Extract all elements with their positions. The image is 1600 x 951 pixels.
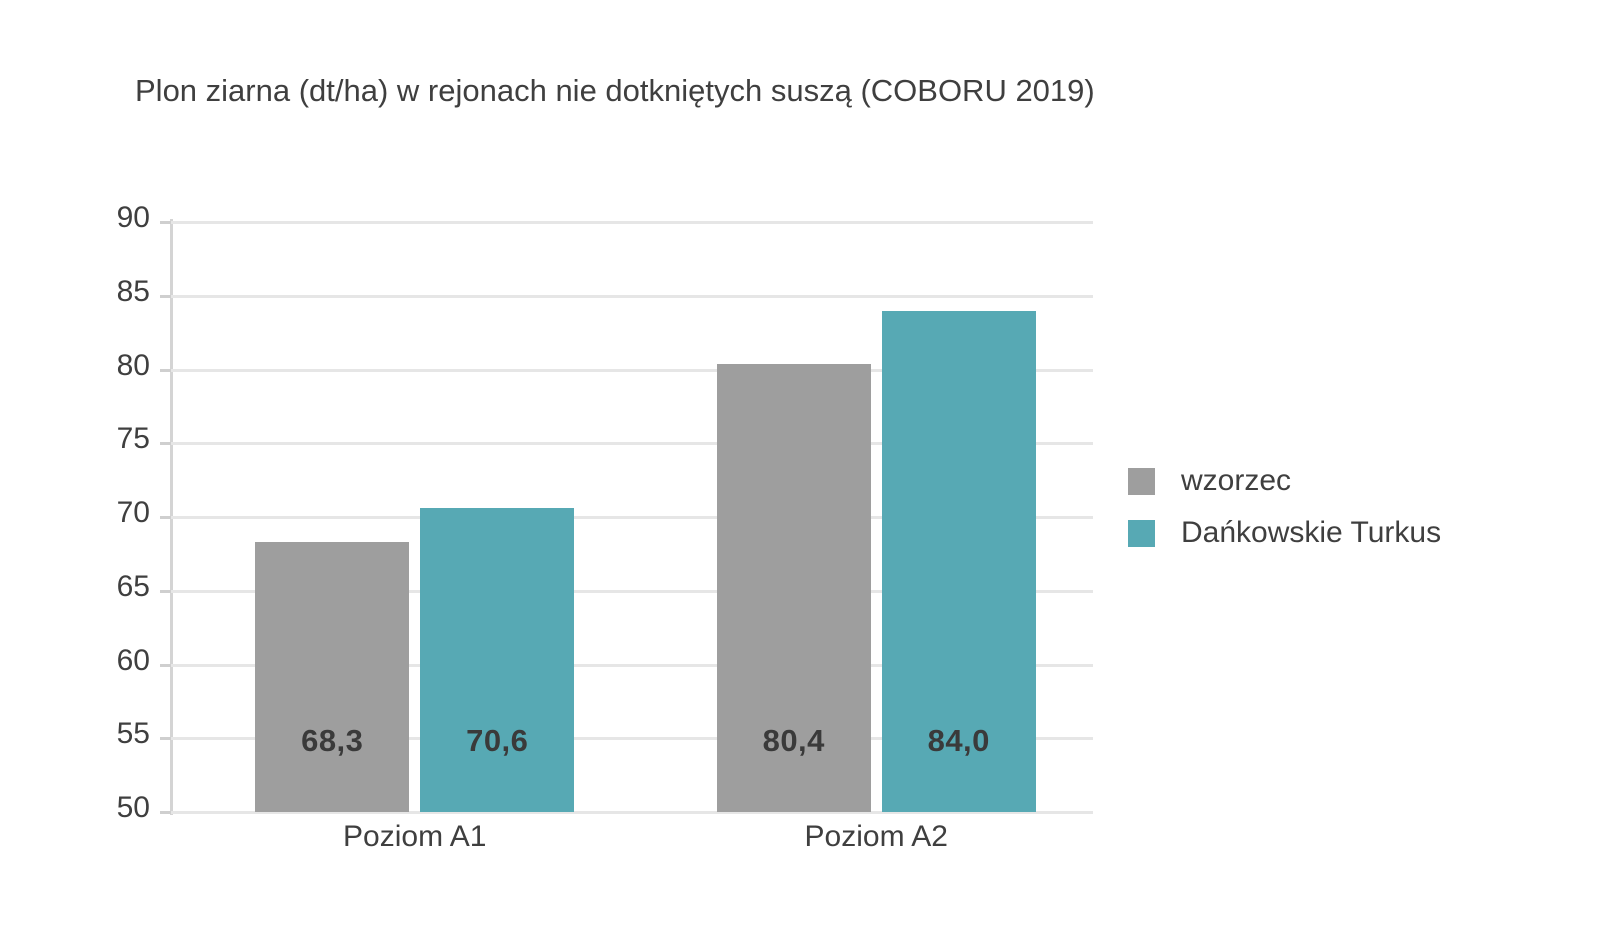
legend-item[interactable]: Dańkowskie Turkus <box>1128 507 1441 559</box>
gridline <box>170 811 1093 814</box>
gridline <box>170 442 1093 446</box>
y-axis-tick <box>160 442 171 446</box>
gridline <box>170 368 1093 372</box>
gridline <box>170 737 1093 741</box>
gridline <box>170 516 1093 519</box>
legend-swatch-icon <box>1128 519 1155 547</box>
bar-value-label: 68,3 <box>301 723 364 758</box>
bar-value-label: 84,0 <box>927 723 990 758</box>
y-axis-tick-label: 85 <box>116 274 150 308</box>
y-axis-tick-label: 65 <box>116 569 150 603</box>
y-axis-tick-label: 70 <box>116 496 150 529</box>
y-axis-tick <box>160 294 171 298</box>
y-axis-tick <box>160 221 171 224</box>
legend-item[interactable]: wzorzec <box>1128 455 1441 507</box>
bar[interactable]: 84,0 <box>881 310 1036 812</box>
chart-title: Plon ziarna (dt/ha) w rejonach nie dotkn… <box>135 73 1095 108</box>
y-axis-tick <box>160 663 171 667</box>
x-axis-category-label: Poziom A1 <box>343 820 487 853</box>
y-axis-tick-label: 60 <box>116 643 150 677</box>
gridline <box>170 221 1093 224</box>
legend-label: wzorzec <box>1181 464 1292 497</box>
plot-area: 68,3 70,6 80,4 84,0 <box>170 222 1093 812</box>
y-axis-tick <box>160 589 171 593</box>
y-axis-tick <box>160 811 171 814</box>
legend-label: Dańkowskie Turkus <box>1181 516 1442 549</box>
y-axis-tick-label: 50 <box>116 791 150 824</box>
y-axis-tick-label: 75 <box>116 422 150 456</box>
x-axis-category-label: Poziom A2 <box>804 820 948 853</box>
y-axis-tick-label: 80 <box>116 348 150 382</box>
bar[interactable]: 68,3 <box>255 542 410 812</box>
y-axis-tick-label: 90 <box>116 201 150 234</box>
bar-value-label: 80,4 <box>762 723 825 758</box>
gridline <box>170 294 1093 298</box>
legend-swatch-icon <box>1128 467 1155 495</box>
gridline <box>170 589 1093 593</box>
bar[interactable]: 70,6 <box>420 508 575 812</box>
bar-value-label: 70,6 <box>466 723 529 758</box>
y-axis-tick <box>160 516 171 519</box>
chart-legend: wzorzec Dańkowskie Turkus <box>1128 455 1441 559</box>
bar[interactable]: 80,4 <box>716 363 871 812</box>
y-axis-tick <box>160 368 171 372</box>
y-axis-tick <box>160 737 171 741</box>
gridline <box>170 663 1093 667</box>
y-axis-tick-label: 55 <box>116 717 150 751</box>
